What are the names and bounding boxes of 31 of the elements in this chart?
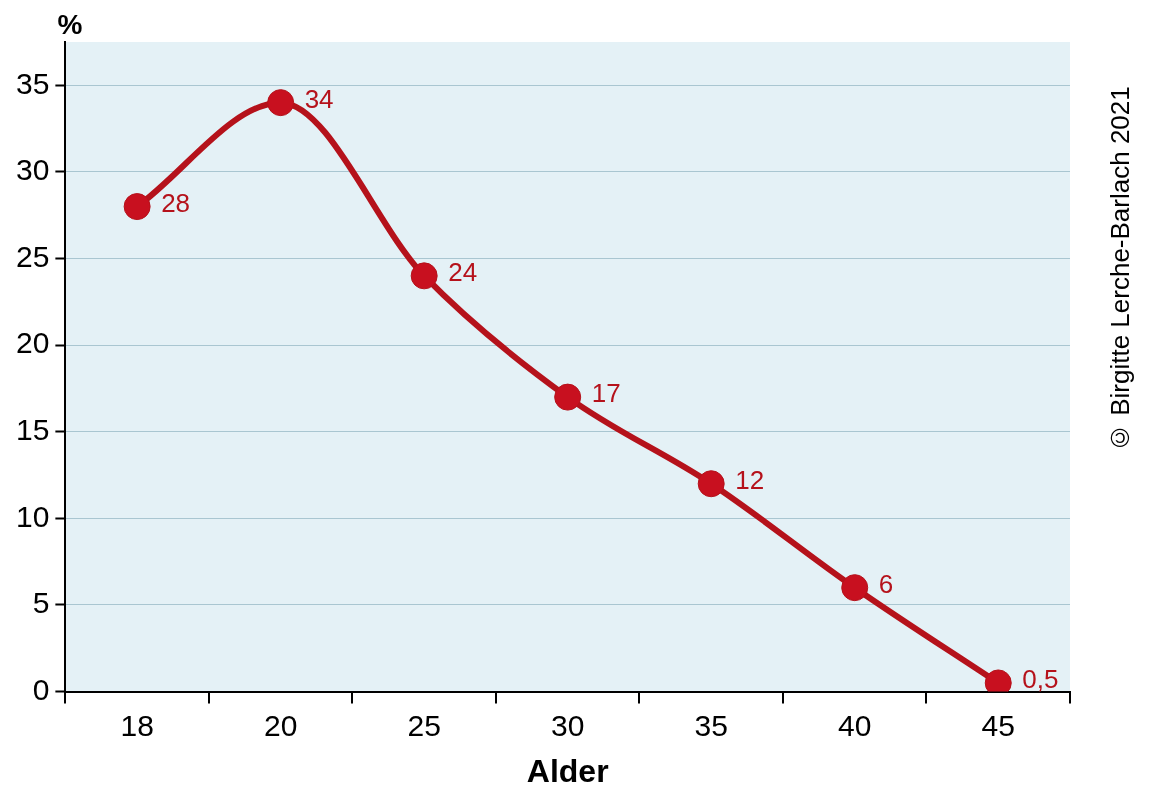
x-tick-label: 45	[981, 708, 1015, 742]
x-axis-title: Alder	[526, 752, 609, 789]
y-tick-label: 25	[15, 239, 50, 273]
y-axis-title: %	[57, 8, 83, 40]
y-tick-label: 5	[32, 586, 50, 620]
x-tick-label: 25	[407, 708, 441, 742]
data-label: 17	[591, 378, 621, 409]
y-tick-label: 20	[15, 326, 50, 360]
x-tick-label: 40	[838, 708, 872, 742]
x-tick-label: 20	[263, 708, 298, 742]
point	[841, 574, 869, 602]
point	[267, 89, 295, 117]
data-label: 24	[448, 257, 478, 288]
y-tick-label: 10	[15, 499, 50, 533]
point	[554, 383, 582, 411]
y-tick-label: 35	[15, 66, 50, 100]
x-tick-label: 30	[551, 708, 585, 742]
y-tick-label: 0	[32, 672, 50, 706]
data-label: 12	[735, 464, 765, 495]
y-tick-label: 30	[15, 153, 50, 187]
x-tick-label: 18	[120, 708, 154, 742]
data-label: 28	[161, 187, 191, 218]
data-label: 6	[878, 568, 894, 599]
x-tick-label: 35	[694, 708, 728, 742]
y-tick-label: 15	[15, 413, 50, 447]
data-label: 0,5	[1022, 664, 1059, 695]
data-label: 34	[304, 83, 334, 114]
point	[123, 193, 151, 221]
text: © Birgitte Lerche-Barlach 2021	[1105, 85, 1135, 456]
point	[697, 470, 725, 498]
point	[410, 262, 438, 290]
